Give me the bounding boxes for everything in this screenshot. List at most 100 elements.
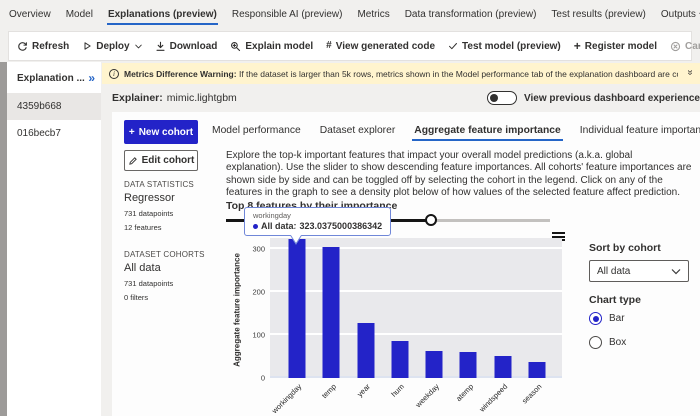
tab-overview[interactable]: Overview: [8, 0, 52, 28]
chevron-down-icon: [671, 268, 681, 275]
slider-handle[interactable]: [425, 214, 438, 226]
bar-atemp[interactable]: [459, 351, 477, 378]
pivot-tab-label: Dataset explorer: [319, 125, 396, 136]
tab-label: Responsible AI (preview): [231, 8, 343, 20]
bar-hum[interactable]: [391, 341, 409, 378]
explainer-row: Explainer: mimic.lightgbm View previous …: [112, 90, 700, 106]
pivot-tab-model-performance[interactable]: Model performance: [210, 118, 303, 145]
bar-slot-temp: temp: [314, 238, 348, 400]
cohort-filters: 0 filters: [124, 293, 149, 302]
toolbar-item-label: View generated code: [335, 40, 436, 52]
tab-outputs-logs[interactable]: Outputs + logs: [660, 0, 700, 28]
tab-label: Explanations (preview): [107, 8, 217, 20]
radio-icon: [589, 312, 602, 325]
bar-windspeed[interactable]: [494, 356, 512, 378]
bar-slot-weekday: weekday: [413, 238, 451, 409]
features-count: 12 features: [124, 223, 162, 232]
explainer-value: mimic.lightgbm: [166, 92, 237, 104]
tab-label: Metrics: [357, 8, 390, 20]
radio-label: Bar: [609, 313, 625, 324]
expand-warning-icon[interactable]: »: [684, 69, 696, 76]
edit-cohort-button[interactable]: Edit cohort: [124, 150, 198, 171]
tab-test-results-preview[interactable]: Test results (preview): [550, 0, 646, 28]
data-statistics-label: DATA STATISTICS: [124, 180, 194, 189]
download-button[interactable]: Download: [155, 41, 217, 52]
top-tab-bar: Overview Model Explanations (preview) Respo…: [8, 0, 700, 28]
x-axis-label: year: [355, 382, 372, 399]
play-icon: [82, 41, 92, 51]
previous-dashboard-toggle[interactable]: [487, 91, 517, 105]
tooltip-feature: workingday: [253, 211, 291, 220]
bar-slot-season: season: [520, 238, 554, 405]
view-generated-code-button[interactable]: # View generated code: [326, 41, 435, 52]
y-axis-tick: 300: [252, 244, 265, 254]
chevron-down-icon: [134, 44, 142, 49]
plus-icon: +: [573, 39, 581, 53]
new-cohort-label: New cohort: [138, 126, 194, 138]
bar-weekday[interactable]: [425, 350, 443, 378]
bar-slot-atemp: atemp: [451, 238, 485, 403]
tooltip-value: 323.0375000386342: [299, 221, 383, 231]
toolbar-item-label: Explain model: [245, 40, 314, 52]
x-axis-label: weekday: [413, 382, 441, 410]
chart-type-bar-radio[interactable]: Bar: [589, 312, 689, 325]
tab-responsible-ai-preview[interactable]: Responsible AI (preview): [231, 0, 344, 28]
chart-type-box-radio[interactable]: Box: [589, 336, 689, 349]
collapse-sidebar-icon[interactable]: »: [88, 71, 95, 85]
bar-temp[interactable]: [322, 246, 340, 378]
tab-label: Outputs + logs: [660, 8, 700, 20]
refresh-icon: [17, 41, 28, 52]
pivot-tab-individual-feature-importance[interactable]: Individual feature importance: [578, 118, 700, 145]
y-axis-tick: 100: [252, 330, 265, 340]
deploy-button[interactable]: Deploy: [82, 41, 142, 52]
bar-workingday[interactable]: [288, 238, 306, 378]
bar-season[interactable]: [528, 361, 546, 378]
register-model-button[interactable]: + Register model: [574, 40, 657, 52]
tab-metrics[interactable]: Metrics: [356, 0, 390, 28]
explanation-dashboard-panel: + New cohort Edit cohort Model performan…: [112, 112, 700, 416]
tab-explanations-preview[interactable]: Explanations (preview): [106, 0, 218, 28]
bar-chart-plot: 0 100 200 300 workingday temp year hum weekday a…: [252, 238, 562, 415]
warning-banner: i Metrics Difference Warning: If the dat…: [102, 63, 700, 84]
pivot-tab-dataset-explorer[interactable]: Dataset explorer: [318, 118, 398, 145]
y-axis-tick: 0: [260, 373, 265, 383]
command-toolbar: Refresh Deploy Download Explain model # View …: [8, 31, 700, 61]
chart-tooltip: workingday All data: 323.0375000386342: [244, 207, 392, 245]
tab-data-transformation-preview[interactable]: Data transformation (preview): [404, 0, 538, 28]
sort-by-cohort-select[interactable]: All data: [589, 260, 689, 282]
test-model-preview-button[interactable]: Test model (preview): [448, 41, 561, 52]
tab-description: Explore the top-k important features tha…: [226, 150, 692, 199]
bar-year[interactable]: [357, 322, 375, 378]
pivot-tab-aggregate-feature-importance[interactable]: Aggregate feature importance: [412, 118, 564, 145]
toolbar-item-label: Refresh: [32, 40, 70, 52]
bar-slot-year: year: [349, 238, 383, 399]
radio-label: Box: [609, 337, 627, 348]
tab-model[interactable]: Model: [65, 0, 94, 28]
bar-slot-windspeed: windspeed: [477, 238, 520, 414]
new-cohort-button[interactable]: + New cohort: [124, 120, 198, 144]
sort-select-value: All data: [597, 265, 631, 277]
explanation-item-label: 4359b668: [17, 101, 62, 112]
explain-model-button[interactable]: Explain model: [230, 41, 313, 52]
refresh-button[interactable]: Refresh: [17, 41, 69, 52]
gridline: [270, 376, 562, 378]
explanation-sidebar: Explanation ... » 4359b668 016becb7: [7, 62, 101, 416]
tab-label: Data transformation (preview): [404, 8, 537, 20]
datapoints-count: 731 datapoints: [124, 209, 174, 218]
chart-type-label: Chart type: [589, 294, 641, 306]
tooltip-series: All data:: [261, 221, 297, 231]
gridline: [270, 247, 562, 249]
magnifier-icon: [230, 41, 241, 52]
explanation-item-016becb7[interactable]: 016becb7: [7, 120, 101, 147]
pivot-tab-label: Aggregate feature importance: [414, 125, 561, 136]
explanation-item-4359b668[interactable]: 4359b668: [7, 93, 101, 120]
toolbar-item-label: Cancel: [685, 40, 700, 52]
explanation-item-label: 016becb7: [17, 128, 61, 139]
y-axis-label: Aggregate feature importance: [232, 253, 242, 367]
gridline: [270, 290, 562, 292]
y-axis-tick: 200: [252, 287, 265, 297]
slider-track-empty: [431, 219, 550, 222]
x-axis-label: windspeed: [477, 382, 509, 414]
toggle-knob: [490, 93, 498, 102]
model-type: Regressor: [124, 192, 175, 204]
